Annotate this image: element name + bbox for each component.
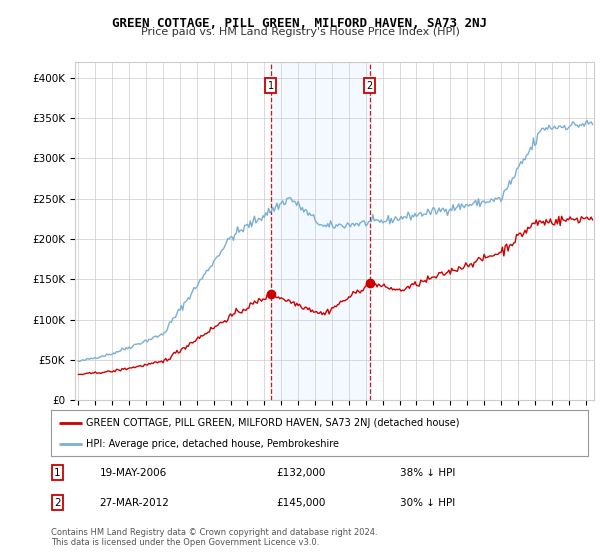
Text: This data is licensed under the Open Government Licence v3.0.: This data is licensed under the Open Gov… <box>51 538 319 547</box>
Text: 30% ↓ HPI: 30% ↓ HPI <box>400 498 455 508</box>
Text: 1: 1 <box>54 468 61 478</box>
Text: £145,000: £145,000 <box>277 498 326 508</box>
Text: 2: 2 <box>54 498 61 508</box>
Text: 38% ↓ HPI: 38% ↓ HPI <box>400 468 455 478</box>
Text: £132,000: £132,000 <box>277 468 326 478</box>
Text: 1: 1 <box>268 81 274 91</box>
Text: Contains HM Land Registry data © Crown copyright and database right 2024.: Contains HM Land Registry data © Crown c… <box>51 528 377 536</box>
Text: 27-MAR-2012: 27-MAR-2012 <box>100 498 169 508</box>
Text: 19-MAY-2006: 19-MAY-2006 <box>100 468 167 478</box>
Text: 2: 2 <box>367 81 373 91</box>
Bar <box>271 62 370 400</box>
Text: GREEN COTTAGE, PILL GREEN, MILFORD HAVEN, SA73 2NJ: GREEN COTTAGE, PILL GREEN, MILFORD HAVEN… <box>113 17 487 30</box>
Text: Price paid vs. HM Land Registry's House Price Index (HPI): Price paid vs. HM Land Registry's House … <box>140 27 460 38</box>
Text: GREEN COTTAGE, PILL GREEN, MILFORD HAVEN, SA73 2NJ (detached house): GREEN COTTAGE, PILL GREEN, MILFORD HAVEN… <box>86 418 460 428</box>
Text: HPI: Average price, detached house, Pembrokeshire: HPI: Average price, detached house, Pemb… <box>86 439 339 449</box>
